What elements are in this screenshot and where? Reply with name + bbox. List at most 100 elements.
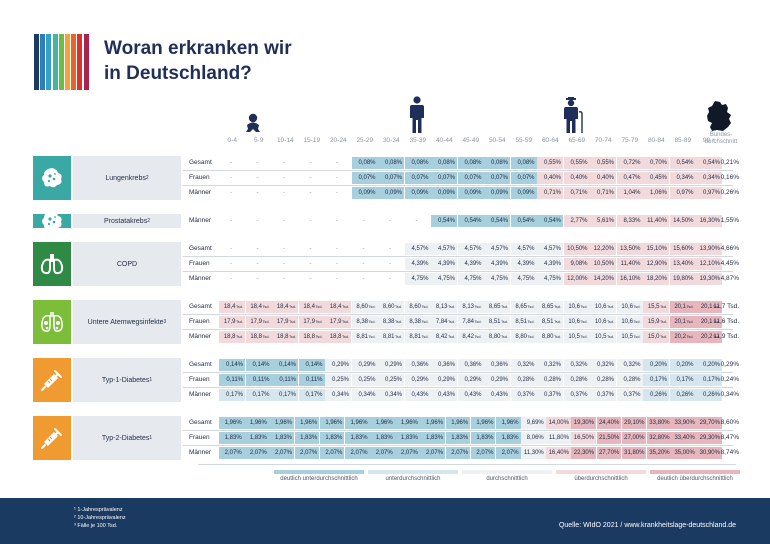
- value-cell: 8,60Tsd.: [351, 301, 378, 313]
- age-group-label: 85-89: [674, 137, 692, 144]
- value-cell: 19,30%: [696, 273, 722, 285]
- legend-item: unterdurchschnittlich: [368, 470, 458, 482]
- table-row: Gesamt 18,4Tsd. 18,4Tsd. 18,4Tsd. 18,4Tsd. 18…: [183, 300, 739, 314]
- age-group-label: 40-44: [435, 137, 453, 144]
- footnotes: ¹ 1-Jahresprävalenz ² 10-Jahresprävalenz…: [74, 506, 126, 530]
- value-cell: 0,43%: [404, 389, 431, 401]
- value-cell: 0,40%: [563, 172, 590, 184]
- value-cell: 1,96%: [395, 417, 420, 429]
- legend-item: überdurchschnittlich: [556, 470, 646, 482]
- value-cell: 8,51Tsd.: [484, 316, 510, 328]
- logo-bar: [58, 34, 64, 90]
- value-cell: 2,07%: [420, 447, 446, 459]
- cell-icon: [33, 211, 71, 231]
- value-cell: 4,39%: [484, 258, 510, 270]
- value-cell: 0,14%: [245, 359, 272, 371]
- value-cell: 2,07%: [269, 447, 295, 459]
- value-cell: -: [283, 190, 285, 196]
- value-cell: 0,29%: [404, 374, 431, 386]
- value-cell: 15,0Tsd.: [643, 331, 669, 343]
- value-cell: 0,32%: [563, 359, 590, 371]
- disease-name: COPD: [116, 260, 138, 268]
- value-cell: 0,34%: [351, 389, 378, 401]
- value-cell: -: [256, 175, 259, 181]
- value-cell: 8,65Tsd.: [484, 301, 510, 313]
- value-cell: 18,8Tsd.: [219, 331, 245, 343]
- value-cell: 0,25%: [351, 374, 378, 386]
- value-cell: 18,8Tsd.: [298, 331, 325, 343]
- baby-icon: [246, 113, 260, 132]
- value-cell: 11,40%: [643, 215, 669, 227]
- value-cell: -: [415, 218, 418, 224]
- age-group-label: 30-34: [382, 137, 400, 144]
- value-cell: 0,08%: [431, 157, 457, 169]
- disease-label: Typ-1-Diabetes 1: [73, 358, 181, 402]
- value-cell: 8,06%: [521, 432, 546, 444]
- value-cell: 14,20%: [590, 273, 616, 285]
- row-label: Frauen: [189, 434, 210, 441]
- value-cell: 4,57%: [431, 243, 457, 255]
- value-cell: 17,9Tsd.: [325, 316, 351, 328]
- value-cell: 4,57%: [537, 243, 563, 255]
- value-cell: 0,55%: [590, 157, 616, 169]
- value-cell: 1,96%: [445, 417, 471, 429]
- value-cell: 0,09%: [351, 187, 378, 199]
- value-cell: -: [336, 276, 338, 282]
- value-cell: 2,07%: [495, 447, 521, 459]
- value-cell: 1,83%: [344, 432, 370, 444]
- value-cell: -: [283, 160, 285, 166]
- value-cell: 0,11%: [298, 374, 325, 386]
- value-cell: 0,37%: [616, 389, 643, 401]
- value-cell: -: [283, 218, 285, 224]
- row-divider: [183, 372, 733, 373]
- table-row: Frauen - - - - -0,07% 0,07% 0,07% 0,07% 0,07% 0,07…: [183, 171, 739, 185]
- bundesdurchschnitt-value: 11,9 Tsd.: [713, 333, 739, 340]
- value-cell: 0,09%: [510, 187, 537, 199]
- value-cell: 31,80%: [621, 447, 647, 459]
- value-cell: 12,00%: [563, 273, 590, 285]
- value-cell: 10,6Tsd.: [563, 316, 590, 328]
- age-group-label: 0-4: [227, 137, 237, 144]
- value-cell: 0,26%: [669, 389, 696, 401]
- bundesdurchschnitt-value: 11,6 Tsd.: [713, 318, 739, 325]
- value-cell: 1,83%: [219, 432, 244, 444]
- value-cell: -: [309, 218, 312, 224]
- row-cells: - - - - - - -4,39% 4,39% 4,39% 4,39% 4,39% 4,39% 9,0…: [219, 258, 733, 270]
- value-cell: -: [256, 160, 259, 166]
- value-cell: 8,60Tsd.: [378, 301, 404, 313]
- value-cell: 0,34%: [669, 172, 696, 184]
- value-cell: 1,96%: [244, 417, 269, 429]
- value-cell: 35,00%: [672, 447, 697, 459]
- value-cell: 18,4Tsd.: [272, 301, 298, 313]
- table-row: Frauen 17,9Tsd. 17,9Tsd. 17,9Tsd. 17,9Tsd. 17…: [183, 315, 739, 329]
- value-cell: 0,43%: [457, 389, 484, 401]
- footer: ¹ 1-Jahresprävalenz ² 10-Jahresprävalenz…: [0, 498, 770, 544]
- table-row: Männer - - - - -0,09% 0,09% 0,09% 0,09% 0,09% 0,09…: [183, 186, 739, 200]
- logo-bar: [40, 34, 46, 90]
- table-row: Frauen - - - - - - -4,39% 4,39% 4,39% 4,39% 4,39% 4,…: [183, 257, 739, 271]
- value-cell: 18,4Tsd.: [219, 301, 245, 313]
- value-cell: -: [309, 160, 312, 166]
- value-cell: 1,83%: [445, 432, 471, 444]
- value-cell: 0,17%: [272, 389, 298, 401]
- value-cell: 4,75%: [457, 273, 484, 285]
- value-cell: 10,6Tsd.: [563, 301, 590, 313]
- value-cell: -: [362, 261, 365, 267]
- value-cell: 1,06%: [643, 187, 669, 199]
- value-cell: 8,13Tsd.: [457, 301, 484, 313]
- value-cell: 0,25%: [325, 374, 351, 386]
- value-cell: 8,81Tsd.: [351, 331, 378, 343]
- bundesdurchschnitt-value: 4,87%: [720, 275, 739, 282]
- row-divider: [183, 170, 733, 171]
- value-cell: 11,40%: [616, 258, 643, 270]
- value-cell: 0,08%: [510, 157, 537, 169]
- value-cell: 10,5Tsd.: [616, 331, 643, 343]
- bundesdurchschnitt-value: 0,16%: [720, 174, 739, 181]
- value-cell: 0,32%: [590, 359, 616, 371]
- value-cell: 7,84Tsd.: [431, 316, 457, 328]
- row-label: Gesamt: [189, 245, 212, 252]
- syringe-icon: [33, 416, 71, 460]
- value-cell: -: [256, 218, 259, 224]
- value-cell: -: [283, 246, 285, 252]
- value-cell: 15,60%: [669, 243, 696, 255]
